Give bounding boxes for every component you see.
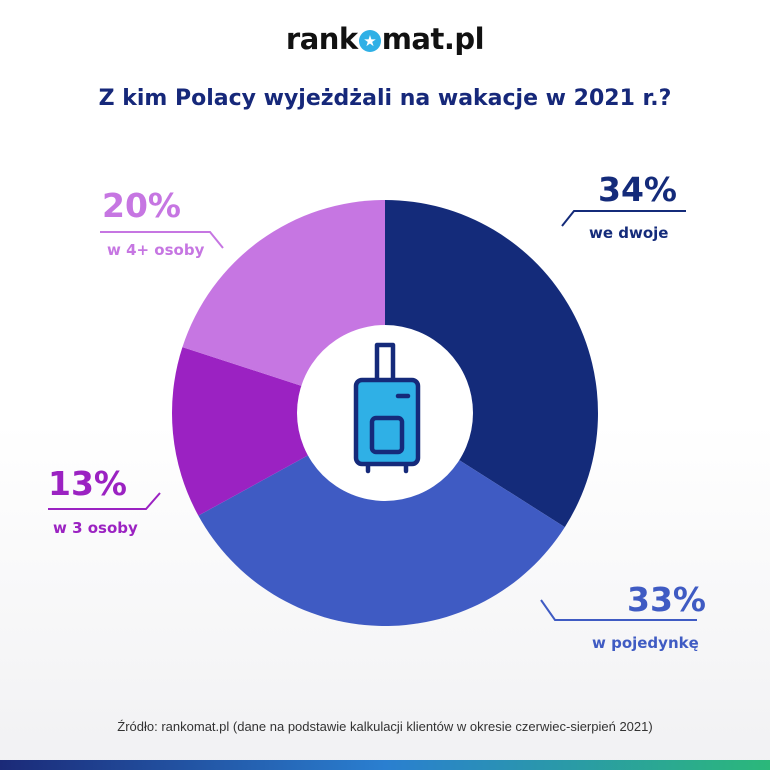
source-note: Źródło: rankomat.pl (dane na podstawie k… (117, 719, 653, 734)
pie-slice (198, 413, 565, 626)
brand-suffix: mat.pl (381, 22, 485, 56)
slice-value-label: 33% (627, 580, 706, 619)
chart-title: Z kim Polacy wyjeżdżali na wakacje w 202… (98, 86, 672, 111)
suitcase-icon (353, 342, 421, 474)
slice-category-label: we dwoje (589, 224, 669, 242)
leader-lines (48, 210, 697, 621)
slice-category-label: w 3 osoby (53, 519, 138, 537)
brand-prefix: rank (285, 22, 358, 56)
brand-logo: rank ★ mat.pl (0, 22, 770, 56)
pie-slice (171, 347, 385, 516)
star-icon: ★ (358, 30, 381, 52)
slice-value-label: 13% (48, 464, 127, 503)
leader-line (561, 210, 686, 227)
bottom-gradient-bar (0, 760, 770, 770)
slice-value-label: 34% (598, 170, 677, 209)
slice-category-label: w pojedynkę (592, 634, 699, 652)
slice-category-label: w 4+ osoby (107, 241, 205, 259)
leader-line (540, 599, 697, 621)
leader-line (48, 492, 161, 510)
leader-line (100, 231, 224, 249)
slice-value-label: 20% (102, 186, 181, 225)
